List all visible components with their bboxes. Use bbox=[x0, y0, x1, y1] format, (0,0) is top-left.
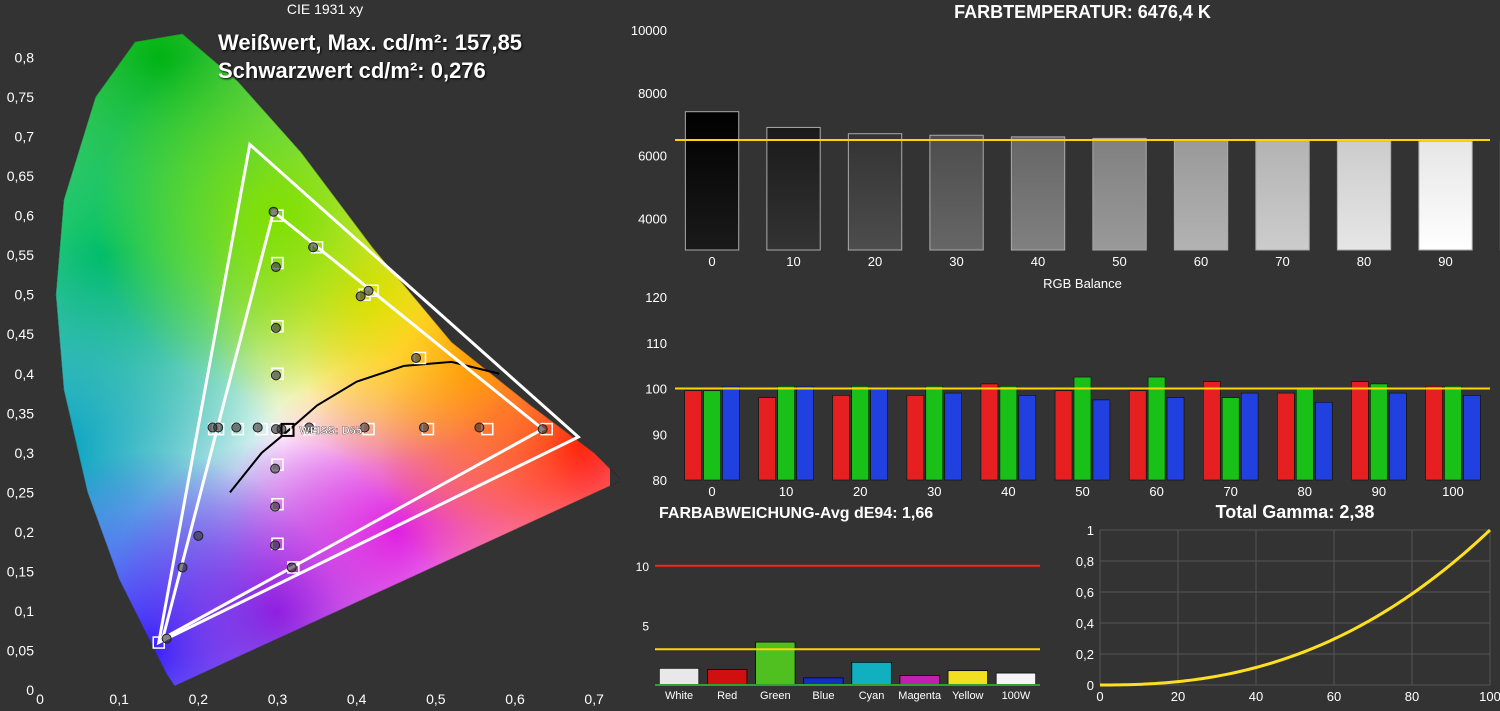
cie-panel: WEISS: D65 0 0,1 0,2 0,3 0,4 0,5 0,6 0,7 0,05 0,1 0… bbox=[0, 0, 620, 706]
svg-text:100: 100 bbox=[1442, 484, 1464, 499]
svg-text:0: 0 bbox=[708, 484, 715, 499]
svg-text:110: 110 bbox=[646, 336, 667, 351]
svg-text:10: 10 bbox=[786, 254, 800, 269]
svg-text:70: 70 bbox=[1275, 254, 1289, 269]
svg-text:CIE 1931 xy: CIE 1931 xy bbox=[287, 1, 363, 17]
svg-text:100: 100 bbox=[1479, 689, 1500, 704]
svg-text:30: 30 bbox=[949, 254, 963, 269]
svg-text:White: White bbox=[665, 690, 693, 702]
svg-text:0,75: 0,75 bbox=[7, 89, 34, 105]
svg-text:0,7: 0,7 bbox=[15, 129, 35, 145]
svg-text:30: 30 bbox=[927, 484, 941, 499]
svg-text:80: 80 bbox=[1357, 254, 1371, 269]
svg-text:60: 60 bbox=[1194, 254, 1208, 269]
svg-text:FARBTEMPERATUR: 6476,4 K: FARBTEMPERATUR: 6476,4 K bbox=[954, 2, 1211, 22]
svg-text:0: 0 bbox=[36, 691, 44, 706]
svg-text:60: 60 bbox=[1149, 484, 1163, 499]
svg-text:20: 20 bbox=[853, 484, 867, 499]
svg-text:20: 20 bbox=[868, 254, 882, 269]
cie-black-value: Schwarzwert cd/m²: 0,276 bbox=[218, 58, 486, 84]
svg-text:0,4: 0,4 bbox=[347, 691, 367, 706]
svg-text:100: 100 bbox=[645, 382, 667, 397]
svg-text:0: 0 bbox=[1096, 689, 1103, 704]
svg-text:WEISS: D65: WEISS: D65 bbox=[300, 425, 362, 437]
svg-text:Magenta: Magenta bbox=[898, 690, 942, 702]
svg-text:4000: 4000 bbox=[638, 212, 667, 227]
gamma-panel: Total Gamma: 2,38 0 0,2 0,4 0,6 0,8 1 0 20 40 60 80… bbox=[1055, 500, 1500, 706]
svg-text:0,15: 0,15 bbox=[7, 563, 34, 579]
svg-text:0: 0 bbox=[26, 682, 34, 698]
svg-text:0,3: 0,3 bbox=[15, 445, 35, 461]
svg-text:0,35: 0,35 bbox=[7, 405, 34, 421]
svg-text:70: 70 bbox=[1223, 484, 1237, 499]
svg-text:0,4: 0,4 bbox=[15, 366, 35, 382]
svg-text:90: 90 bbox=[1372, 484, 1386, 499]
svg-text:0: 0 bbox=[1087, 678, 1094, 693]
de94-panel: FARBABWEICHUNG-Avg dE94: 1,66 5 10 White Red… bbox=[620, 500, 1050, 706]
svg-text:60: 60 bbox=[1327, 689, 1341, 704]
svg-text:RGB Balance: RGB Balance bbox=[1043, 276, 1122, 291]
svg-text:0,2: 0,2 bbox=[189, 691, 209, 706]
gamma-chart: Total Gamma: 2,38 0 0,2 0,4 0,6 0,8 1 0 20 40 60 80… bbox=[1055, 500, 1500, 706]
cie-white-value: Weißwert, Max. cd/m²: 157,85 bbox=[218, 30, 522, 56]
rgb-balance-panel: RGB Balance 80 90 100 110 120 0 10 20 30 40 50 60 70 8… bbox=[620, 275, 1500, 500]
colortemp-chart: FARBTEMPERATUR: 6476,4 K 4000 6000 8000 1000… bbox=[620, 0, 1500, 270]
svg-text:FARBABWEICHUNG-Avg dE94: 1,66: FARBABWEICHUNG-Avg dE94: 1,66 bbox=[659, 505, 933, 522]
svg-text:0,45: 0,45 bbox=[7, 326, 34, 342]
svg-text:6000: 6000 bbox=[638, 149, 667, 164]
svg-text:0,1: 0,1 bbox=[109, 691, 129, 706]
svg-text:100W: 100W bbox=[1002, 690, 1031, 702]
svg-text:20: 20 bbox=[1171, 689, 1185, 704]
svg-text:Green: Green bbox=[760, 690, 791, 702]
svg-text:0,1: 0,1 bbox=[15, 603, 35, 619]
svg-text:0,7: 0,7 bbox=[584, 691, 604, 706]
svg-text:0,5: 0,5 bbox=[15, 287, 35, 303]
svg-text:0,4: 0,4 bbox=[1076, 616, 1094, 631]
svg-text:0,25: 0,25 bbox=[7, 484, 34, 500]
svg-text:0,2: 0,2 bbox=[1076, 647, 1094, 662]
svg-text:90: 90 bbox=[653, 427, 667, 442]
svg-text:40: 40 bbox=[1031, 254, 1045, 269]
svg-text:0,8: 0,8 bbox=[1076, 554, 1094, 569]
svg-text:90: 90 bbox=[1438, 254, 1452, 269]
svg-text:10: 10 bbox=[636, 560, 650, 574]
svg-text:0,5: 0,5 bbox=[426, 691, 446, 706]
svg-text:0,65: 0,65 bbox=[7, 168, 34, 184]
rgb-balance-chart: RGB Balance 80 90 100 110 120 0 10 20 30 40 50 60 70 8… bbox=[620, 275, 1500, 500]
svg-text:0,2: 0,2 bbox=[15, 524, 35, 540]
svg-text:80: 80 bbox=[1405, 689, 1419, 704]
de94-chart: FARBABWEICHUNG-Avg dE94: 1,66 5 10 White Red… bbox=[620, 500, 1050, 706]
svg-text:1: 1 bbox=[1087, 523, 1094, 538]
svg-text:Cyan: Cyan bbox=[859, 690, 885, 702]
svg-text:Blue: Blue bbox=[812, 690, 834, 702]
svg-text:8000: 8000 bbox=[638, 86, 667, 101]
svg-text:5: 5 bbox=[642, 619, 649, 633]
svg-text:Red: Red bbox=[717, 690, 737, 702]
svg-text:0,6: 0,6 bbox=[1076, 585, 1094, 600]
svg-text:0,55: 0,55 bbox=[7, 247, 34, 263]
svg-text:0,6: 0,6 bbox=[15, 208, 35, 224]
svg-text:0: 0 bbox=[708, 254, 715, 269]
svg-text:0,6: 0,6 bbox=[505, 691, 525, 706]
svg-text:10: 10 bbox=[779, 484, 793, 499]
svg-text:Total Gamma: 2,38: Total Gamma: 2,38 bbox=[1216, 502, 1375, 522]
cie-chart: WEISS: D65 0 0,1 0,2 0,3 0,4 0,5 0,6 0,7 0,05 0,1 0… bbox=[0, 0, 620, 706]
svg-text:0,8: 0,8 bbox=[15, 50, 35, 66]
svg-text:80: 80 bbox=[653, 473, 667, 488]
colortemp-panel: FARBTEMPERATUR: 6476,4 K 4000 6000 8000 1000… bbox=[620, 0, 1500, 270]
svg-text:50: 50 bbox=[1075, 484, 1089, 499]
svg-text:120: 120 bbox=[645, 290, 667, 305]
svg-text:0,05: 0,05 bbox=[7, 642, 34, 658]
svg-text:10000: 10000 bbox=[631, 23, 667, 38]
svg-text:80: 80 bbox=[1298, 484, 1312, 499]
svg-text:40: 40 bbox=[1001, 484, 1015, 499]
svg-text:40: 40 bbox=[1249, 689, 1263, 704]
svg-text:50: 50 bbox=[1112, 254, 1126, 269]
svg-text:0,3: 0,3 bbox=[268, 691, 288, 706]
svg-text:Yellow: Yellow bbox=[952, 690, 983, 702]
